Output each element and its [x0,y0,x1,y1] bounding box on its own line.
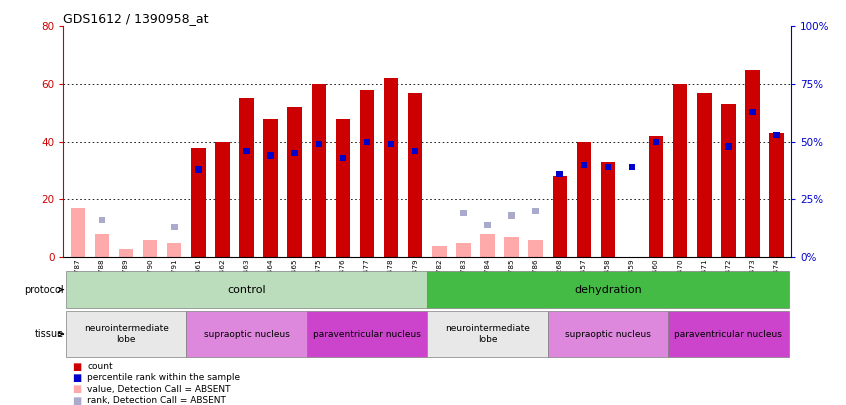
Bar [167,243,182,257]
Bar [580,162,587,168]
Text: ■: ■ [72,373,81,383]
Text: ■: ■ [72,384,81,394]
Bar [577,142,591,257]
Bar [547,311,668,358]
Bar [668,311,788,358]
Text: value, Detection Call = ABSENT: value, Detection Call = ABSENT [87,385,231,394]
Bar [460,210,467,217]
Text: percentile rank within the sample: percentile rank within the sample [87,373,240,382]
Bar [408,93,422,257]
Bar [557,171,563,177]
Bar [244,148,250,154]
Bar [504,237,519,257]
Text: ■: ■ [72,362,81,371]
Bar [311,84,326,257]
Bar [427,311,547,358]
Bar [649,136,663,257]
Text: paraventricular nucleus: paraventricular nucleus [674,330,783,339]
Bar [118,249,134,257]
Bar [195,166,201,173]
Bar [427,271,788,308]
Text: paraventricular nucleus: paraventricular nucleus [313,330,421,339]
Bar [456,243,470,257]
Bar [725,143,732,149]
Text: control: control [228,285,266,294]
Bar [99,217,105,224]
Bar [601,162,615,257]
Text: neurointermediate
lobe: neurointermediate lobe [445,324,530,344]
Bar [66,311,186,358]
Bar [432,245,447,257]
Text: protocol: protocol [25,285,64,294]
Bar [288,107,302,257]
Bar [412,148,419,154]
Bar [721,104,736,257]
Bar [387,141,394,147]
Text: ■: ■ [72,396,81,405]
Bar [750,109,755,115]
Bar [532,208,539,214]
Bar [364,139,371,145]
Text: tissue: tissue [35,329,64,339]
Bar [66,271,427,308]
Bar [171,224,178,230]
Bar [292,150,298,156]
Bar [191,147,206,257]
Text: supraoptic nucleus: supraoptic nucleus [565,330,651,339]
Bar [773,132,780,138]
Bar [307,311,427,358]
Bar [508,213,515,219]
Bar [95,234,109,257]
Text: neurointermediate
lobe: neurointermediate lobe [84,324,168,344]
Bar [769,133,783,257]
Bar [186,311,307,358]
Bar [481,234,495,257]
Text: dehydration: dehydration [574,285,642,294]
Bar [653,139,659,145]
Bar [215,142,229,257]
Bar [360,90,374,257]
Bar [267,152,274,159]
Bar [529,240,543,257]
Bar [239,98,254,257]
Text: supraoptic nucleus: supraoptic nucleus [204,330,289,339]
Bar [629,164,635,171]
Bar [71,208,85,257]
Bar [605,164,611,171]
Bar [316,141,322,147]
Bar [673,84,688,257]
Text: GDS1612 / 1390958_at: GDS1612 / 1390958_at [63,12,209,25]
Bar [336,119,350,257]
Bar [143,240,157,257]
Bar [697,93,711,257]
Bar [339,155,346,161]
Bar [484,222,491,228]
Bar [552,177,567,257]
Bar [263,119,277,257]
Text: count: count [87,362,113,371]
Text: rank, Detection Call = ABSENT: rank, Detection Call = ABSENT [87,396,226,405]
Bar [745,70,760,257]
Bar [384,78,398,257]
